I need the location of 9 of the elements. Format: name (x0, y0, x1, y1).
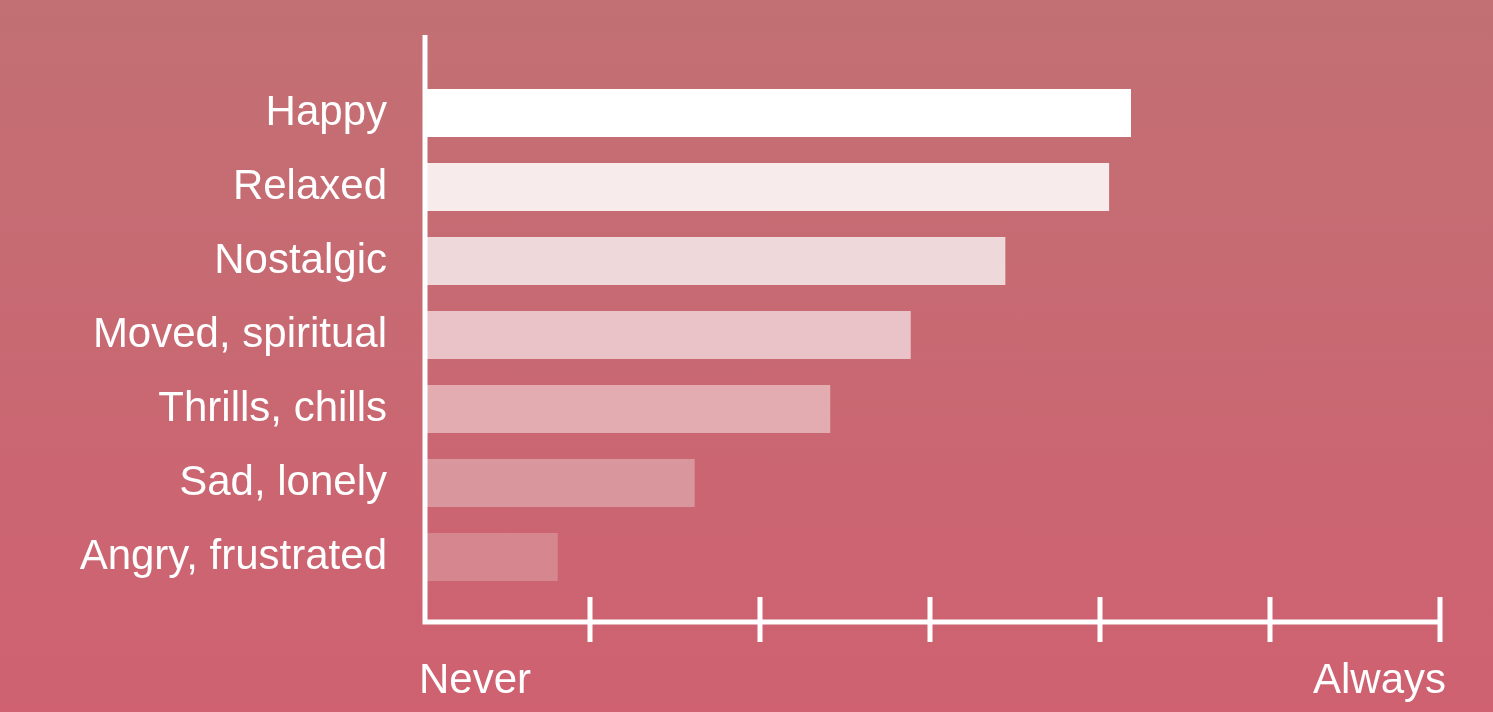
y-tick-label: Nostalgic (214, 234, 387, 282)
y-tick-label: Relaxed (232, 160, 387, 208)
y-tick-label: Happy (265, 86, 387, 134)
text: Always (1312, 654, 1446, 704)
y-tick-label: Sad, lonely (179, 456, 387, 504)
y-tick-label: Angry, frustrated (79, 530, 387, 578)
y-tick-label: Moved, spiritual (92, 308, 387, 356)
text: Never (419, 654, 532, 704)
y-tick-label: Thrills, chills (158, 382, 387, 430)
